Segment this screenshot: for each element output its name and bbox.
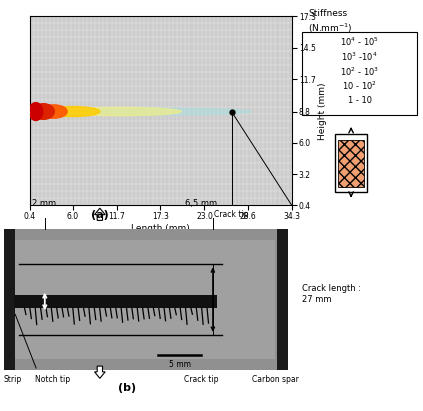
Text: Notch tip: Notch tip	[35, 375, 71, 384]
Text: Carbon spar: Carbon spar	[252, 375, 298, 384]
Bar	[302, 32, 417, 115]
Text: 10 - 10$^2$: 10 - 10$^2$	[342, 80, 377, 92]
Ellipse shape	[46, 106, 100, 117]
Text: Crack length :
27 mm: Crack length : 27 mm	[302, 284, 361, 304]
Ellipse shape	[40, 105, 67, 118]
Text: 10$^2$ - 10$^3$: 10$^2$ - 10$^3$	[340, 65, 379, 78]
X-axis label: Length (mm): Length (mm)	[132, 224, 190, 233]
Ellipse shape	[58, 107, 181, 116]
Ellipse shape	[33, 104, 55, 119]
Text: Strip: Strip	[3, 375, 22, 384]
Ellipse shape	[29, 103, 43, 120]
Text: 10$^4$ - 10$^5$: 10$^4$ - 10$^5$	[340, 36, 379, 48]
Bar	[14, 295, 217, 308]
Text: Crack tip: Crack tip	[214, 210, 249, 219]
FancyArrow shape	[94, 208, 105, 220]
Text: 5 mm: 5 mm	[168, 360, 190, 369]
Text: (a): (a)	[91, 210, 108, 219]
Text: (N.mm$^{-1}$): (N.mm$^{-1}$)	[308, 21, 352, 35]
Bar	[338, 140, 364, 187]
Ellipse shape	[81, 108, 251, 115]
Y-axis label: Height (mm): Height (mm)	[319, 82, 327, 140]
Text: 2 mm: 2 mm	[32, 199, 57, 208]
Text: Stiffness: Stiffness	[308, 9, 347, 18]
Bar	[4, 229, 15, 370]
Text: 6,5 mm: 6,5 mm	[185, 199, 217, 208]
Text: Crack tip: Crack tip	[184, 375, 218, 384]
Text: 10$^3$ -10$^4$: 10$^3$ -10$^4$	[341, 51, 378, 63]
Bar	[14, 240, 275, 359]
FancyArrow shape	[94, 366, 105, 378]
Bar	[335, 134, 367, 192]
Text: (b): (b)	[118, 383, 136, 393]
Bar	[277, 229, 288, 370]
Text: 1 - 10: 1 - 10	[348, 97, 371, 105]
